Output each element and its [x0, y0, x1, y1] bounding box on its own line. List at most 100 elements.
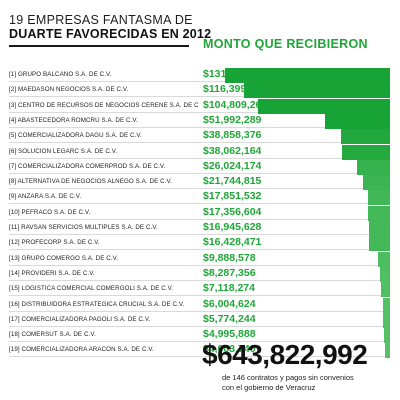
category-label: [12] PROFECORP S.A. DE C.V.	[9, 239, 100, 247]
bar	[362, 175, 390, 191]
category-label: [18] COMERSUT S.A. DE C.V.	[9, 331, 96, 339]
row-divider	[9, 356, 389, 358]
bar	[258, 98, 390, 114]
bar	[367, 190, 390, 206]
row-divider	[9, 142, 389, 144]
row-divider	[9, 310, 389, 312]
row-divider	[9, 218, 389, 220]
value-label: $38,858,376	[203, 129, 262, 142]
row-divider	[9, 264, 389, 266]
category-label: [1] GRUPO BALCANO S.A. DE C.V.	[9, 71, 112, 78]
bar	[341, 129, 390, 145]
value-label: $16,428,471	[203, 236, 262, 249]
bar	[382, 297, 390, 313]
category-label: [8] ALTERNATIVA DE NEGOCIOS ALNEGO S.A. …	[9, 178, 172, 186]
row-divider	[9, 279, 389, 281]
category-label: [10] PEFRACO S.A. DE C.V.	[9, 208, 91, 216]
bar	[225, 68, 390, 83]
value-label: $26,024,174	[203, 159, 262, 172]
bar	[379, 266, 390, 282]
category-label: [15] LOGÍSTICA COMERCIAL COMERGOLI S.A. …	[9, 285, 174, 293]
bar	[369, 236, 390, 252]
chart-row: [19] COMERCIALIZADORA ARACON S.A. DE C.V…	[0, 343, 400, 359]
bar	[342, 144, 390, 160]
chart-row: [7] COMERCIALIZADORA COMERPROD S.A. DE C…	[0, 159, 400, 175]
chart-row: [14] PROVIDERI S.A. DE C.V. $8,287,356	[0, 266, 400, 282]
chart-row: [15] LOGÍSTICA COMERCIAL COMERGOLI S.A. …	[0, 282, 400, 298]
row-divider	[9, 341, 389, 343]
row-divider	[9, 111, 389, 113]
category-label: [4] ABASTECEDORA ROMCRU S.A. DE C.V.	[9, 116, 138, 124]
category-label: [3] CENTRO DE RECURSOS DE NEGOCIOS CEREN…	[9, 101, 199, 109]
row-divider	[9, 157, 389, 159]
title-underline	[9, 45, 189, 47]
category-label: [6] SOLUCIÓN LEGARC S.A. DE C.V.	[9, 147, 118, 155]
chart-row: [5] COMERCIALIZADORA DAGU S.A. DE C.V. $3…	[0, 129, 400, 145]
bar	[243, 83, 390, 99]
total-description-line-2: con el gobierno de Veracruz	[222, 383, 316, 392]
value-label: $38,062,164	[203, 144, 262, 157]
category-label: [5] COMERCIALIZADORA DAGU S.A. DE C.V.	[9, 132, 142, 140]
chart-row: [2] MAEDASON NEGOCIOS S.A. DE C.V. $116,3…	[0, 83, 400, 99]
amount-column-heading: MONTO QUE RECIBIERON	[203, 37, 368, 51]
chart-row: [1] GRUPO BALCANO S.A. DE C.V.$131,277,8…	[0, 68, 400, 83]
bar	[381, 282, 390, 298]
row-divider	[9, 203, 389, 205]
category-label: [16] DISTRIBUIDORA ESTRATÉGICA CRUCIAL S…	[9, 300, 185, 308]
chart-row: [4] ABASTECEDORA ROMCRU S.A. DE C.V. $51,…	[0, 113, 400, 129]
value-label: $8,287,356	[203, 266, 256, 279]
bar	[377, 251, 390, 267]
chart-row: [18] COMERSUT S.A. DE C.V. $4,995,888	[0, 328, 400, 344]
bar	[368, 221, 390, 236]
value-label: $5,774,244	[203, 312, 256, 325]
chart-row: [17] COMERCIALIZADORA PAGOLI S.A. DE C.V…	[0, 312, 400, 328]
chart-row: [10] PEFRACO S.A. DE C.V. $17,356,604	[0, 205, 400, 221]
row-divider	[9, 81, 389, 82]
category-label: [9] ANZARA S.A. DE C.V.	[9, 193, 82, 201]
row-divider	[9, 188, 389, 190]
chart-row: [9] ANZARA S.A. DE C.V. $17,851,532	[0, 190, 400, 206]
row-divider	[9, 234, 389, 235]
bar	[382, 312, 390, 328]
category-label: [13] GRUPO COMERGO S.A. DE C.V.	[9, 254, 119, 262]
value-label: $16,945,628	[203, 221, 262, 233]
value-label: $4,003,740	[203, 343, 256, 356]
row-divider	[9, 325, 389, 327]
value-label: $4,995,888	[203, 328, 256, 341]
category-label: [14] PROVIDERI S.A. DE C.V.	[9, 269, 95, 277]
row-divider	[9, 126, 389, 128]
row-divider	[9, 295, 389, 297]
chart-row: [16] DISTRIBUIDORA ESTRATÉGICA CRUCIAL S…	[0, 297, 400, 313]
chart-row: [12] PROFECORP S.A. DE C.V. $16,428,471	[0, 236, 400, 252]
bar	[324, 113, 390, 129]
total-description-line-1: de 146 contratos y pagos sin convenios	[222, 373, 354, 382]
value-label: $21,744,815	[203, 175, 262, 188]
value-label: $6,004,624	[203, 297, 256, 310]
category-label: [19] COMERCIALIZADORA ARACON S.A. DE C.V…	[9, 346, 154, 354]
value-label: $9,888,578	[203, 251, 256, 264]
total-amount: $643,822,992	[202, 339, 368, 370]
category-label: [2] MAEDASON NEGOCIOS S.A. DE C.V.	[9, 86, 129, 94]
value-label: $17,851,532	[203, 190, 262, 203]
row-divider	[9, 249, 389, 251]
value-label: $7,118,274	[203, 282, 255, 295]
value-label: $104,809,260	[203, 98, 268, 111]
chart-row: [13] GRUPO COMERGO S.A. DE C.V. $9,888,57…	[0, 251, 400, 267]
value-label: $51,992,289	[203, 113, 262, 126]
value-label: $17,356,604	[203, 205, 262, 218]
row-divider	[9, 96, 389, 98]
chart-row: [6] SOLUCIÓN LEGARC S.A. DE C.V. $38,062,…	[0, 144, 400, 160]
category-label: [17] COMERCIALIZADORA PAGOLI S.A. DE C.V…	[9, 315, 151, 323]
chart-row: [11] RAVSAN SERVICIOS MÚLTIPLES S.A. DE …	[0, 221, 400, 236]
bar	[368, 205, 390, 221]
chart-row: [8] ALTERNATIVA DE NEGOCIOS ALNEGO S.A. …	[0, 175, 400, 191]
category-label: [7] COMERCIALIZADORA COMERPROD S.A. DE C…	[9, 162, 166, 170]
row-divider	[9, 172, 389, 174]
bar	[385, 343, 390, 359]
category-label: [11] RAVSAN SERVICIOS MÚLTIPLES S.A. DE …	[9, 224, 158, 231]
bar	[357, 159, 390, 175]
bar	[383, 328, 390, 344]
chart-title-line-1: 19 EMPRESAS FANTASMA DE	[9, 13, 193, 27]
chart-row: [3] CENTRO DE RECURSOS DE NEGOCIOS CEREN…	[0, 98, 400, 114]
